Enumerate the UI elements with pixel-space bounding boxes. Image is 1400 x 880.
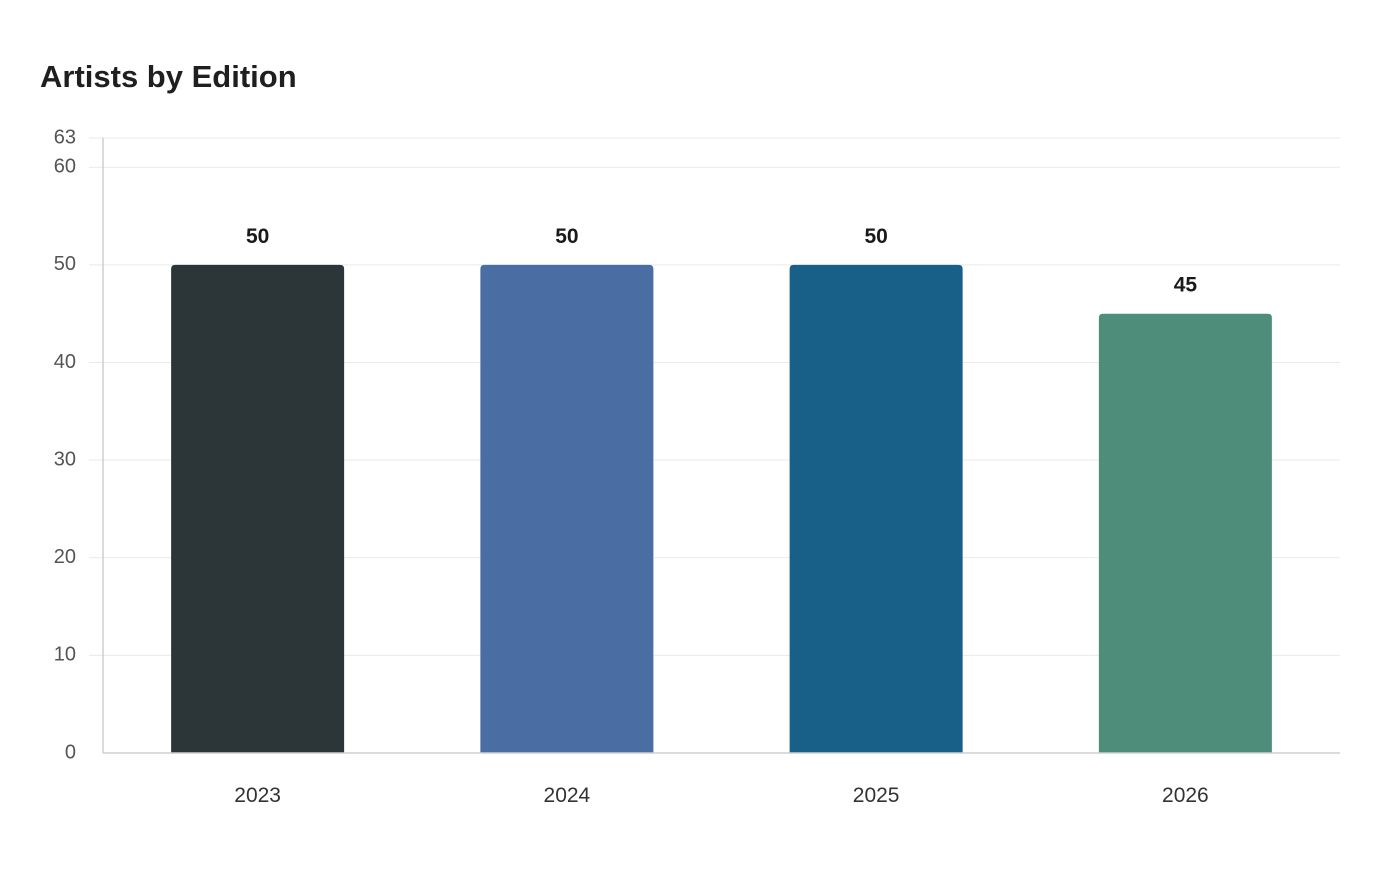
bar-2026 — [1098, 313, 1272, 753]
y-tick-label: 10 — [54, 644, 76, 666]
x-tick-label: 2025 — [853, 784, 900, 807]
y-tick-label: 0 — [65, 741, 76, 763]
x-tick-label: 2026 — [1162, 784, 1209, 807]
y-tick-label: 20 — [54, 546, 76, 568]
data-labels: 50 50 50 45 — [246, 225, 1197, 297]
x-tick-label: 2024 — [544, 784, 591, 807]
data-label: 45 — [1174, 274, 1198, 297]
bars — [171, 264, 1272, 753]
y-tick-label: 60 — [54, 156, 76, 178]
bar-2025 — [789, 264, 963, 753]
y-tick-label: 40 — [54, 351, 76, 373]
y-tick-label: 50 — [54, 253, 76, 275]
y-axis-ticks: 0 10 20 30 40 50 60 63 — [54, 126, 76, 763]
bar-2024 — [480, 264, 654, 753]
y-tick-label: 63 — [54, 126, 76, 148]
data-label: 50 — [246, 225, 269, 248]
bar-2023 — [171, 264, 345, 753]
y-tick-label: 30 — [54, 448, 76, 470]
data-label: 50 — [555, 225, 578, 248]
chart-title: Artists by Edition — [40, 59, 297, 94]
x-tick-label: 2023 — [234, 784, 281, 807]
data-label: 50 — [864, 225, 887, 248]
x-axis-ticks: 2023 2024 2025 2026 — [234, 784, 1208, 807]
